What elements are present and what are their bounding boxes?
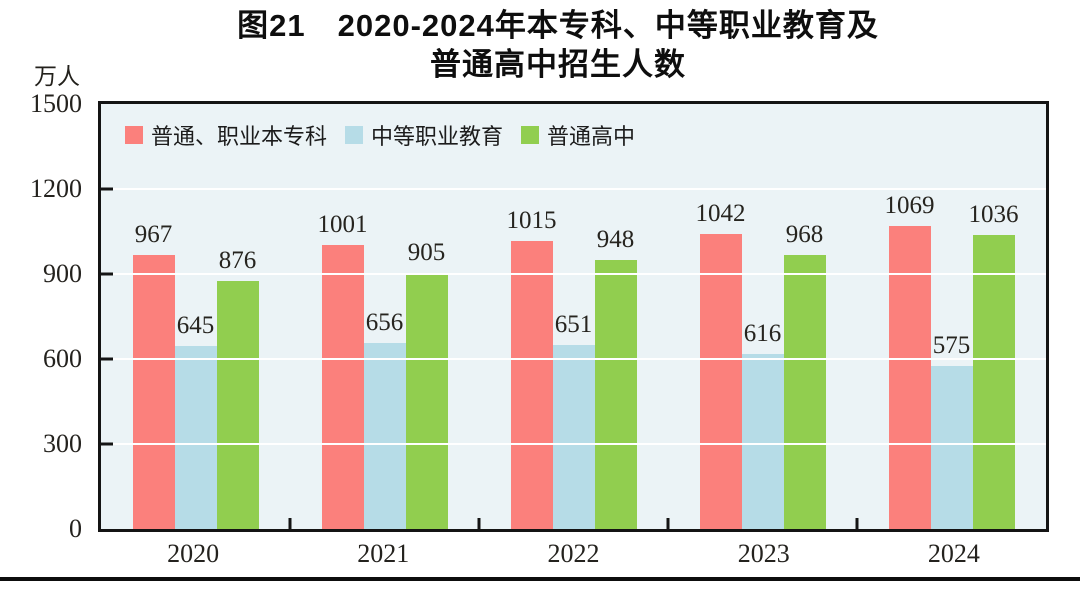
legend-swatch [521, 126, 540, 144]
gridline [101, 188, 1046, 190]
legend-swatch [345, 126, 364, 144]
bar-value-label: 1042 [695, 199, 746, 227]
bar-value-label: 1069 [884, 192, 935, 220]
legend-item: 普通高中 [521, 119, 635, 151]
gridline [101, 273, 1046, 275]
bar-value-label: 575 [932, 332, 971, 360]
legend-label: 中等职业教育 [371, 124, 504, 149]
x-tick-mark [288, 518, 292, 529]
chart-title: 图21 2020-2024年本专科、中等职业教育及 普通高中招生人数 [36, 6, 1080, 84]
x-axis-label: 2022 [547, 539, 600, 568]
x-tick-mark [855, 518, 859, 529]
bar-group-2022: 1015 651 948 [479, 104, 668, 529]
bar: 1015 [507, 207, 557, 529]
x-axis-label: 2024 [927, 539, 980, 568]
x-tick-mark [477, 518, 481, 529]
bar-value-label: 616 [743, 320, 782, 348]
y-tick-mark [101, 357, 113, 361]
legend-item: 中等职业教育 [345, 119, 503, 151]
bar: 948 [594, 226, 637, 529]
bar-value-label: 656 [365, 309, 404, 337]
plot-area: 967 645 876 1001 656 905 1015 651 948 1042 616 968 1… [98, 101, 1049, 532]
y-axis-tick-label: 1500 [30, 89, 82, 118]
bar: 1069 [885, 192, 935, 529]
x-axis-labels: 2020 2021 2022 2023 2024 [98, 538, 1049, 569]
bar: 905 [405, 239, 448, 529]
y-axis-tick-label: 900 [43, 259, 82, 288]
chart-title-line-2: 普通高中招生人数 [430, 47, 686, 82]
y-tick-mark [101, 187, 113, 191]
bar-value-label: 968 [785, 220, 824, 248]
legend-swatch [125, 126, 143, 144]
bar-group-2021: 1001 656 905 [290, 104, 479, 529]
bar-value-label: 1001 [317, 211, 368, 239]
bar: 1042 [696, 200, 746, 529]
y-axis-tick-label: 600 [43, 344, 82, 373]
bar-value-label: 1015 [506, 207, 557, 235]
y-tick-mark [101, 272, 113, 276]
bar-value-label: 651 [554, 310, 593, 338]
bar-groups: 967 645 876 1001 656 905 1015 651 948 1042 616 968 1… [101, 104, 1046, 529]
bar-value-label: 905 [407, 238, 446, 266]
bar-group-2024: 1069 575 1036 [857, 104, 1046, 529]
x-axis-label: 2020 [167, 539, 220, 568]
legend-label: 普通、职业本专科 [151, 124, 328, 149]
x-tick-mark [666, 518, 670, 529]
bar: 575 [930, 332, 973, 529]
bar: 967 [132, 221, 175, 529]
bar: 616 [741, 320, 784, 529]
x-axis-label: 2023 [737, 539, 790, 568]
y-axis-tick-label: 300 [43, 429, 82, 458]
bar: 968 [783, 221, 826, 529]
bar: 876 [216, 247, 259, 529]
y-axis-tick-labels: 0 300 600 900 1200 1500 [0, 89, 82, 543]
bar: 656 [363, 309, 406, 529]
x-axis-label: 2021 [357, 539, 410, 568]
legend-item: 普通、职业本专科 [125, 119, 327, 151]
bar: 651 [552, 311, 595, 529]
bar: 645 [174, 312, 217, 529]
gridline [101, 443, 1046, 445]
legend: 普通、职业本专科 中等职业教育 普通高中 [125, 119, 635, 151]
page-bottom-rule [0, 577, 1080, 581]
y-axis-tick-label: 1200 [30, 174, 82, 203]
gridline [101, 358, 1046, 360]
bar: 1001 [318, 211, 368, 529]
chart-title-line-1: 图21 2020-2024年本专科、中等职业教育及 [237, 8, 879, 43]
y-tick-mark [101, 442, 113, 446]
bar-value-label: 1036 [968, 201, 1019, 229]
legend-label: 普通高中 [547, 124, 636, 149]
bar-group-2023: 1042 616 968 [668, 104, 857, 529]
bar-value-label: 645 [176, 312, 215, 340]
y-axis-unit-label: 万人 [34, 63, 80, 89]
bar: 1036 [969, 201, 1019, 529]
y-axis-tick-label: 0 [69, 514, 82, 543]
bar-group-2020: 967 645 876 [101, 104, 290, 529]
bar-value-label: 948 [596, 226, 635, 254]
bar-value-label: 967 [134, 221, 173, 249]
bar-value-label: 876 [218, 246, 257, 274]
